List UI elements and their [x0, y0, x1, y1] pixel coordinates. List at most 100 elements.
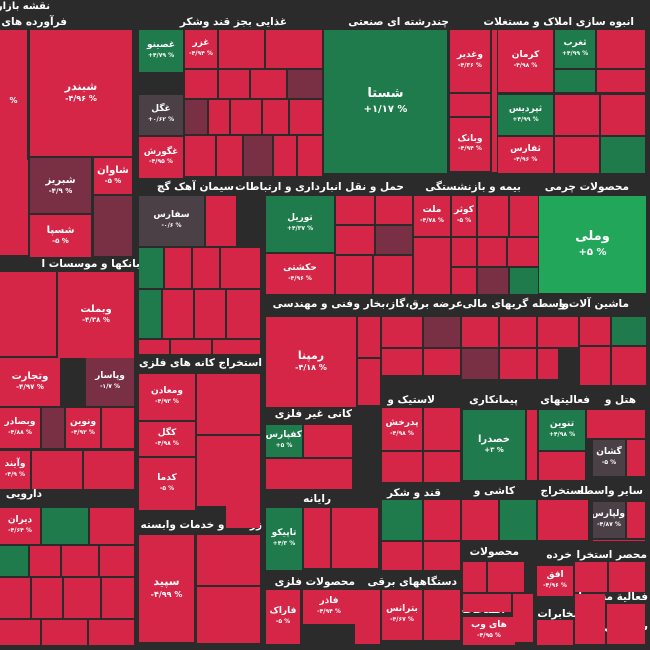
- stock-tile[interactable]: [376, 226, 412, 254]
- stock-tile[interactable]: [213, 340, 260, 354]
- stock-tile[interactable]: [139, 248, 163, 288]
- stock-tile[interactable]: [500, 349, 536, 379]
- stock-tile[interactable]: [219, 30, 264, 68]
- stock-tile[interactable]: [100, 546, 134, 576]
- stock-tile[interactable]: وپاسار -۱/۷ %: [86, 358, 134, 406]
- stock-tile[interactable]: [376, 196, 412, 224]
- stock-tile[interactable]: وبصادر -۴/۸۸ %: [0, 408, 40, 448]
- stock-tile[interactable]: [601, 95, 645, 135]
- stock-tile[interactable]: [244, 136, 272, 176]
- stock-tile[interactable]: [197, 587, 260, 643]
- stock-tile[interactable]: [197, 436, 260, 506]
- stock-tile[interactable]: [537, 620, 573, 645]
- stock-tile[interactable]: [358, 359, 380, 405]
- stock-tile[interactable]: [42, 508, 88, 544]
- stock-tile[interactable]: فاراک -۵ %: [266, 590, 300, 644]
- stock-tile[interactable]: [332, 508, 378, 568]
- stock-tile[interactable]: تاپیکو +۴/۳ %: [266, 508, 302, 570]
- stock-tile[interactable]: [382, 452, 422, 482]
- stock-tile[interactable]: [462, 317, 498, 347]
- stock-tile[interactable]: گشان -۵ %: [593, 440, 625, 476]
- stock-tile[interactable]: [424, 349, 460, 375]
- stock-tile[interactable]: [424, 408, 460, 450]
- stock-tile[interactable]: [414, 238, 450, 294]
- stock-tile[interactable]: [0, 160, 28, 255]
- stock-tile[interactable]: [197, 374, 260, 434]
- stock-tile[interactable]: [555, 70, 595, 92]
- stock-tile[interactable]: [163, 290, 193, 338]
- stock-tile[interactable]: [462, 349, 498, 379]
- stock-tile[interactable]: [627, 440, 645, 476]
- stock-tile[interactable]: [227, 290, 260, 338]
- stock-tile[interactable]: [42, 408, 64, 448]
- stock-tile[interactable]: شسپا -۵ %: [30, 215, 91, 257]
- stock-tile[interactable]: [32, 578, 62, 618]
- stock-tile[interactable]: [510, 268, 538, 294]
- stock-tile[interactable]: شبندر -۴/۹۶ %: [30, 30, 132, 156]
- stock-tile[interactable]: ولپارس -۴/۸۷ %: [593, 502, 625, 538]
- stock-tile[interactable]: [374, 256, 412, 294]
- stock-tile[interactable]: وملی +۵ %: [539, 196, 646, 293]
- stock-tile[interactable]: حکشتی -۴/۹۶ %: [266, 254, 334, 294]
- stock-tile[interactable]: [288, 70, 322, 98]
- stock-tile[interactable]: [424, 452, 460, 482]
- stock-tile[interactable]: تنوین +۴/۹۸ %: [539, 410, 585, 450]
- stock-tile[interactable]: ثپردیس +۴/۹۹ %: [498, 95, 553, 135]
- stock-tile[interactable]: %: [0, 30, 27, 160]
- stock-tile[interactable]: [195, 290, 225, 338]
- stock-tile[interactable]: [298, 136, 322, 176]
- stock-tile[interactable]: [197, 535, 260, 585]
- stock-tile[interactable]: شاوان -۵ %: [94, 158, 132, 194]
- stock-tile[interactable]: [304, 508, 330, 568]
- stock-tile[interactable]: وغدیر -۴/۳۶ %: [450, 30, 490, 92]
- stock-tile[interactable]: [185, 70, 217, 98]
- stock-tile[interactable]: [0, 578, 30, 618]
- stock-tile[interactable]: [355, 590, 380, 644]
- stock-tile[interactable]: [251, 70, 286, 98]
- stock-tile[interactable]: توریل +۴/۳۷ %: [266, 196, 334, 252]
- stock-tile[interactable]: [510, 196, 538, 236]
- stock-tile[interactable]: [612, 347, 646, 385]
- stock-tile[interactable]: [263, 100, 288, 134]
- stock-tile[interactable]: [609, 562, 645, 592]
- stock-tile[interactable]: [217, 136, 242, 176]
- stock-tile[interactable]: [165, 248, 191, 288]
- stock-tile[interactable]: کرمان -۴/۹۸ %: [498, 30, 553, 92]
- stock-tile[interactable]: [336, 226, 374, 254]
- stock-tile[interactable]: [304, 459, 352, 489]
- stock-tile[interactable]: [492, 30, 497, 172]
- stock-tile[interactable]: [382, 542, 422, 570]
- stock-tile[interactable]: [32, 451, 82, 489]
- stock-tile[interactable]: وآیند -۴/۹ %: [0, 451, 30, 489]
- stock-tile[interactable]: فاذر -۴/۹۴ %: [303, 590, 355, 624]
- stock-tile[interactable]: [274, 136, 296, 176]
- stock-tile[interactable]: کگل -۴/۹۸ %: [139, 422, 195, 456]
- stock-tile[interactable]: خصدرا +۳ %: [463, 410, 525, 480]
- stock-tile[interactable]: [304, 425, 352, 457]
- stock-tile[interactable]: [231, 100, 261, 134]
- stock-tile[interactable]: [226, 498, 260, 528]
- stock-tile[interactable]: غگورش -۴/۹۵ %: [139, 137, 183, 178]
- stock-tile[interactable]: [336, 256, 372, 294]
- stock-tile[interactable]: [500, 500, 536, 540]
- stock-tile[interactable]: [478, 268, 508, 294]
- stock-tile[interactable]: [266, 30, 322, 68]
- stock-tile[interactable]: [90, 508, 134, 544]
- stock-tile[interactable]: [0, 272, 56, 356]
- stock-tile[interactable]: دیران -۴/۶۴ %: [0, 508, 40, 544]
- stock-tile[interactable]: [452, 268, 476, 294]
- stock-tile[interactable]: [538, 500, 588, 540]
- stock-tile[interactable]: [424, 317, 460, 347]
- stock-tile[interactable]: [462, 500, 498, 540]
- stock-tile[interactable]: وبملت -۴/۳۸ %: [58, 272, 134, 358]
- stock-tile[interactable]: [424, 590, 460, 640]
- stock-tile[interactable]: [452, 238, 476, 266]
- stock-tile[interactable]: [358, 317, 380, 357]
- stock-tile[interactable]: [382, 500, 422, 540]
- stock-tile[interactable]: ثفارس -۴/۹۶ %: [498, 137, 553, 173]
- stock-tile[interactable]: بترانس -۴/۶۷ %: [382, 590, 422, 640]
- stock-tile[interactable]: افق -۴/۹۶ %: [537, 566, 573, 596]
- stock-tile[interactable]: [102, 578, 134, 618]
- stock-tile[interactable]: [463, 594, 511, 612]
- stock-tile[interactable]: [463, 562, 486, 592]
